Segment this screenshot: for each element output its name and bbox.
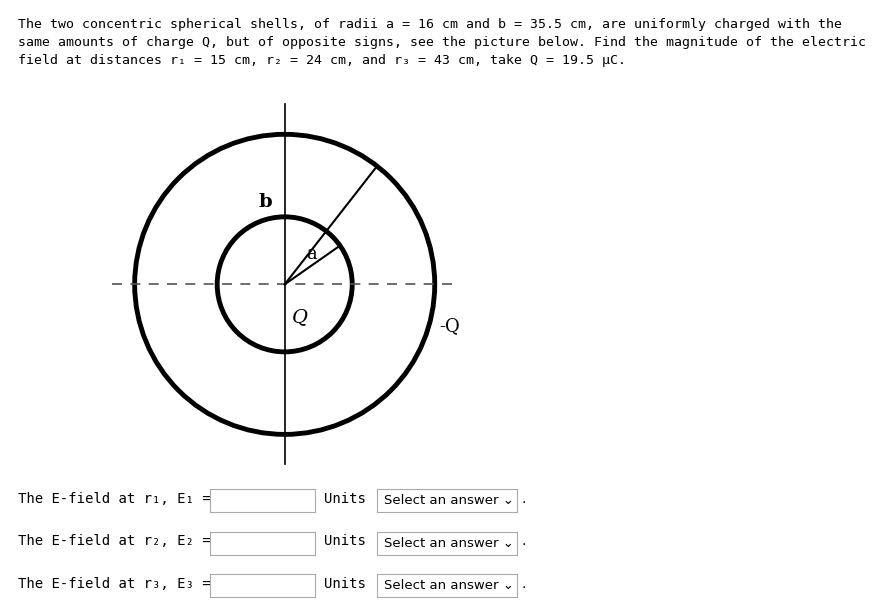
- Text: The two concentric spherical shells, of radii a = 16 cm and b = 35.5 cm, are uni: The two concentric spherical shells, of …: [18, 18, 865, 67]
- Text: The E-field at r₂, E₂ =: The E-field at r₂, E₂ =: [18, 534, 210, 549]
- Text: Units: Units: [324, 492, 366, 506]
- Text: .: .: [521, 577, 526, 591]
- Text: b: b: [258, 193, 272, 211]
- Text: Units: Units: [324, 534, 366, 549]
- Text: Select an answer ⌄: Select an answer ⌄: [384, 579, 513, 592]
- Text: -Q: -Q: [439, 318, 460, 335]
- Text: The E-field at r₃, E₃ =: The E-field at r₃, E₃ =: [18, 577, 210, 591]
- Text: Q: Q: [292, 309, 307, 326]
- Text: Select an answer ⌄: Select an answer ⌄: [384, 537, 513, 550]
- Text: The E-field at r₁, E₁ =: The E-field at r₁, E₁ =: [18, 492, 210, 506]
- Text: Units: Units: [324, 577, 366, 591]
- Text: Select an answer ⌄: Select an answer ⌄: [384, 494, 513, 508]
- Text: .: .: [521, 492, 526, 506]
- Text: .: .: [521, 534, 526, 549]
- Text: a: a: [307, 246, 317, 263]
